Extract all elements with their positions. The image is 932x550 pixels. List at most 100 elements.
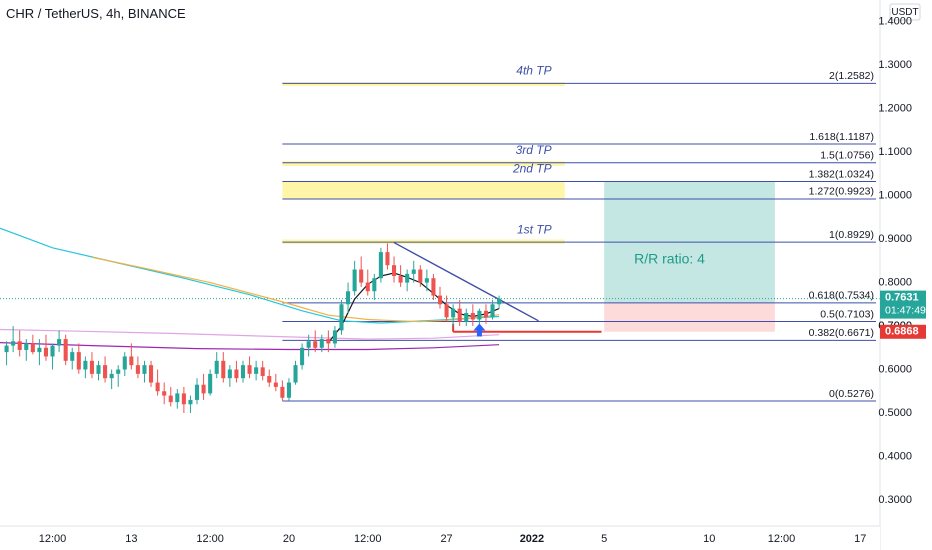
candle-body[interactable] xyxy=(83,360,88,370)
entry-arrow-icon xyxy=(473,323,486,337)
candle-body[interactable] xyxy=(11,341,16,346)
price-tick-label: 0.8000 xyxy=(878,276,912,288)
candle-body[interactable] xyxy=(162,391,167,396)
candle-body[interactable] xyxy=(155,382,160,392)
price-tick-label: 0.3000 xyxy=(878,494,912,506)
tp-zone-2 xyxy=(282,181,565,199)
current-price-tag xyxy=(880,290,926,319)
candle-body[interactable] xyxy=(365,282,370,292)
tp-label-4: 4th TP xyxy=(516,64,551,78)
candle-body[interactable] xyxy=(385,252,390,266)
candle-body[interactable] xyxy=(300,347,305,366)
candle-body[interactable] xyxy=(483,310,489,318)
candle-body[interactable] xyxy=(319,339,324,348)
candle-body[interactable] xyxy=(372,278,377,292)
candle-body[interactable] xyxy=(194,384,200,400)
time-tick-label: 20 xyxy=(283,533,295,545)
candle-body[interactable] xyxy=(214,360,219,374)
candle-body[interactable] xyxy=(352,269,357,292)
descending-trendline[interactable] xyxy=(393,241,539,322)
candle-body[interactable] xyxy=(346,291,351,305)
candle-body[interactable] xyxy=(497,298,502,305)
candle-body[interactable] xyxy=(398,276,403,283)
candle-body[interactable] xyxy=(313,341,318,348)
candle-body[interactable] xyxy=(286,382,291,398)
candle-body[interactable] xyxy=(57,339,62,346)
time-tick-label: 12:00 xyxy=(39,533,67,545)
time-tick-label: 27 xyxy=(440,533,452,545)
candle-body[interactable] xyxy=(490,304,495,318)
candle-body[interactable] xyxy=(418,269,423,283)
candle-body[interactable] xyxy=(149,365,154,383)
candle-body[interactable] xyxy=(444,304,449,318)
candle-body[interactable] xyxy=(129,356,134,366)
candle-body[interactable] xyxy=(391,265,397,277)
candle-body[interactable] xyxy=(96,365,101,374)
candle-body[interactable] xyxy=(70,352,75,361)
candle-body[interactable] xyxy=(470,312,475,320)
candle-body[interactable] xyxy=(405,273,410,283)
candle-body[interactable] xyxy=(188,399,193,405)
candle-body[interactable] xyxy=(280,386,285,398)
candle-body[interactable] xyxy=(103,365,108,379)
tp-label-2: 2nd TP xyxy=(512,162,552,176)
candle-body[interactable] xyxy=(359,269,364,283)
fib-level-label: 2(1.2582) xyxy=(829,70,874,82)
price-axis[interactable] xyxy=(880,0,932,550)
candle-body[interactable] xyxy=(267,376,272,383)
candle-body[interactable] xyxy=(168,395,173,403)
candle-body[interactable] xyxy=(339,304,344,331)
candle-body[interactable] xyxy=(464,312,469,322)
candle-body[interactable] xyxy=(109,373,114,379)
candle-body[interactable] xyxy=(50,345,55,357)
candle-body[interactable] xyxy=(142,365,147,374)
price-tick-label: 1.3000 xyxy=(878,59,912,71)
stop-price-tag xyxy=(880,324,926,339)
candle-body[interactable] xyxy=(208,373,213,394)
candle-body[interactable] xyxy=(17,341,22,350)
time-tick-label: 2022 xyxy=(520,533,544,545)
time-tick-label: 10 xyxy=(703,533,715,545)
candle-body[interactable] xyxy=(234,369,239,379)
candle-body[interactable] xyxy=(293,365,298,383)
candle-body[interactable] xyxy=(326,339,331,344)
candle-body[interactable] xyxy=(116,369,121,374)
candle-body[interactable] xyxy=(424,278,429,283)
candle-body[interactable] xyxy=(247,365,252,374)
candle-body[interactable] xyxy=(240,365,246,379)
candle-body[interactable] xyxy=(89,360,94,374)
candle-body[interactable] xyxy=(437,295,443,305)
candle-body[interactable] xyxy=(4,345,9,353)
candle-body[interactable] xyxy=(378,252,383,279)
fib-level-label: 1.5(1.0756) xyxy=(820,150,874,162)
candle-body[interactable] xyxy=(254,367,259,374)
candle-body[interactable] xyxy=(181,393,186,405)
candle-body[interactable] xyxy=(24,343,29,350)
candle-body[interactable] xyxy=(273,382,278,387)
time-axis[interactable] xyxy=(0,526,880,550)
candle-body[interactable] xyxy=(76,352,81,370)
currency-badge[interactable] xyxy=(889,3,921,21)
candle-body[interactable] xyxy=(457,308,462,322)
candle-body[interactable] xyxy=(201,384,206,394)
time-tick-label: 12:00 xyxy=(768,533,796,545)
candle-body[interactable] xyxy=(260,367,265,377)
candle-body[interactable] xyxy=(227,369,232,379)
candle-body[interactable] xyxy=(175,393,180,403)
candle-body[interactable] xyxy=(221,360,226,379)
candle-body[interactable] xyxy=(63,339,68,361)
candle-body[interactable] xyxy=(43,347,49,357)
candle-body[interactable] xyxy=(306,341,311,348)
candle-body[interactable] xyxy=(332,330,337,344)
candle-body[interactable] xyxy=(135,365,140,374)
candle-body[interactable] xyxy=(431,278,436,296)
candle-body[interactable] xyxy=(122,356,127,370)
tp-label-1: 1st TP xyxy=(517,222,552,236)
candle-body[interactable] xyxy=(477,310,482,320)
candle-body[interactable] xyxy=(411,269,416,274)
candle-body[interactable] xyxy=(37,347,42,353)
price-tick-label: 0.6000 xyxy=(878,363,912,375)
candle-body[interactable] xyxy=(451,308,456,318)
candle-body[interactable] xyxy=(30,343,35,353)
